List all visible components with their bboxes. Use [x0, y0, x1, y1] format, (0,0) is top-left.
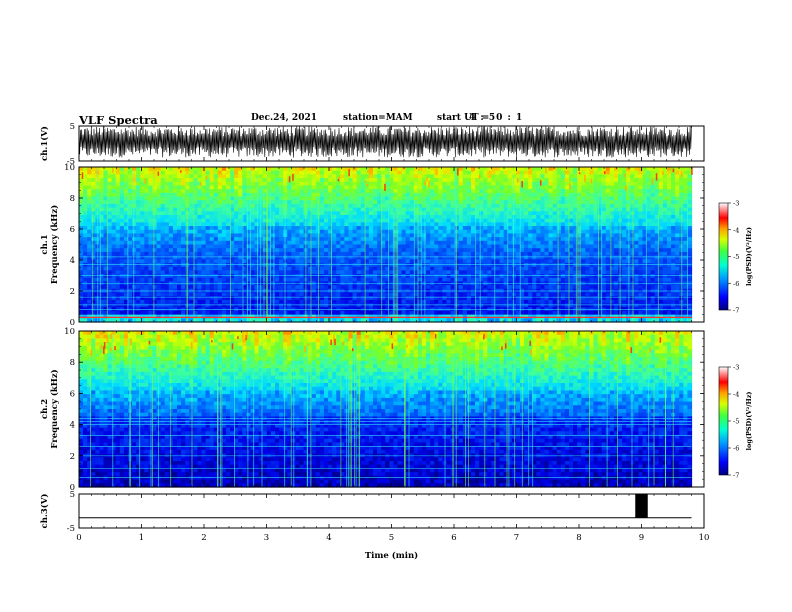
ch2-spectrogram-image [79, 331, 693, 488]
ch2-colorbar-label: log(PSD)(V²/Hz) [745, 392, 753, 451]
ch3-waveform-frame [78, 493, 705, 529]
ch1-colorbar-tick-label: -4 [733, 226, 739, 234]
x-tick-label: 7 [514, 533, 519, 543]
ch2-spectrogram-tick-label: 4 [70, 421, 75, 431]
x-tick-label: 6 [451, 533, 456, 543]
start-ut-label: start UT = [437, 113, 490, 123]
ch1-spectrogram-tick-label: 0 [70, 318, 75, 328]
ch2-spectrogram-tick-label: 8 [70, 358, 75, 368]
x-tick-label: 9 [639, 533, 644, 543]
ch2-spectrogram-tick-label: 2 [70, 452, 75, 462]
x-tick-label: 8 [576, 533, 581, 543]
ch1-waveform-ylabel: ch.1(V) [39, 126, 50, 161]
x-tick-label: 10 [699, 533, 710, 543]
ch2-spectrogram-tick-label: 6 [70, 389, 75, 399]
ch1-waveform-tick-label: 5 [70, 122, 75, 132]
ch1-waveform-trace [78, 125, 692, 158]
ch1-spectrogram-tick-label: 4 [70, 256, 75, 266]
ch1-colorbar [718, 202, 729, 311]
ch2-spectrogram-ylabel: ch.2Frequency (kHz) [40, 369, 60, 448]
ch1-colorbar-label: log(PSD)(V²/Hz) [745, 227, 753, 286]
ch3-waveform-ylabel: ch.3(V) [39, 494, 50, 529]
start-ut-value: 4 : 50 : 1 [469, 113, 524, 123]
ch1-waveform-tick-label: -5 [67, 157, 75, 167]
ch1-colorbar-tick-label: -7 [733, 307, 739, 315]
ch2-colorbar-tick-label: -7 [733, 472, 739, 480]
ch3-waveform-tick-label: -5 [67, 524, 75, 534]
ch1-spectrogram-tick-label: 10 [64, 163, 75, 173]
ch2-colorbar-tick-label: -4 [733, 391, 739, 399]
x-tick-label: 5 [389, 533, 394, 543]
ch1-colorbar-tick-label: -6 [733, 280, 739, 288]
x-tick-label: 3 [264, 533, 269, 543]
ch1-spectrogram-tick-label: 6 [70, 225, 75, 235]
ch1-spectrogram-ylabel: ch.1Frequency (kHz) [40, 205, 60, 284]
ch2-spectrogram-tick-label: 10 [64, 327, 75, 337]
ch2-colorbar [718, 366, 729, 476]
plot-title: VLF Spectra [79, 113, 158, 127]
station-label: station=MAM [343, 113, 413, 123]
ch1-spectrogram-tick-label: 8 [70, 194, 75, 204]
ch1-spectrogram-image [79, 167, 693, 323]
date-label: Dec.24, 2021 [251, 113, 317, 123]
x-axis-label: Time (min) [365, 550, 418, 561]
x-tick-label: 2 [201, 533, 206, 543]
x-tick-label: 0 [76, 533, 81, 543]
ch3-waveform-block [635, 494, 648, 518]
ch2-colorbar-tick-label: -6 [733, 445, 739, 453]
ch1-colorbar-tick-label: -3 [733, 200, 739, 208]
ch2-spectrogram-tick-label: 0 [70, 483, 75, 493]
ch1-spectrogram-tick-label: 2 [70, 287, 75, 297]
ch1-colorbar-tick-label: -5 [733, 253, 739, 261]
x-tick-label: 4 [326, 533, 331, 543]
ch2-colorbar-tick-label: -5 [733, 418, 739, 426]
ch3-waveform-tick-label: 5 [70, 490, 75, 500]
x-tick-label: 1 [139, 533, 144, 543]
ch2-colorbar-tick-label: -3 [733, 364, 739, 372]
